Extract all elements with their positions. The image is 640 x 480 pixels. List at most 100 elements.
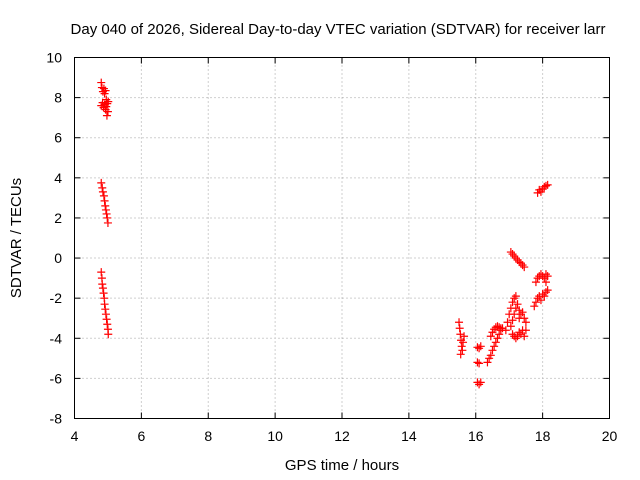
data-point-marker [515,328,524,337]
data-point-marker [541,181,550,190]
data-point-marker [543,286,552,295]
y-tick-label: -6 [50,370,63,386]
data-point-marker [533,294,542,303]
data-point-marker [506,322,515,331]
data-point-marker [97,178,106,187]
data-point-marker [97,268,106,277]
data-point-marker [521,318,530,327]
data-point-marker [543,272,552,281]
data-point-marker [515,306,524,315]
y-tick-labels: -8 -6 -4 -2 0 2 4 6 8 10 [46,50,62,427]
data-point-marker [486,332,495,341]
data-point-marker [508,316,517,325]
data-point-marker [102,315,111,324]
data-point-marker [101,201,110,210]
data-point-marker [99,191,108,200]
data-point-marker [536,296,545,305]
data-point-marker [103,99,112,108]
y-tick-label: -2 [50,290,63,306]
data-point-marker [511,304,520,313]
data-point-marker [516,259,525,268]
data-point-marker [520,332,529,341]
x-axis-label: GPS time / hours [285,457,399,474]
data-point-marker [475,380,484,389]
data-point-marker [103,107,112,116]
data-point-marker [455,318,464,327]
data-point-marker [100,196,109,205]
data-point-marker [501,326,510,335]
data-point-marker [520,314,529,323]
x-tick-label: 10 [267,428,283,444]
y-axis-label: SDTVAR / TECUs [8,178,25,298]
data-point-marker [508,298,517,307]
data-point-marker [97,78,106,87]
x-tick-label: 20 [602,428,618,444]
data-point-marker [457,342,466,351]
data-point-marker [491,338,500,347]
data-point-marker [511,254,520,263]
data-point-marker [473,358,482,367]
data-point-marker [101,205,110,214]
y-tick-label: -8 [50,411,63,427]
data-point-marker [531,298,540,307]
data-point-marker [518,261,527,270]
data-point-marker [541,270,550,279]
y-tick-label: -4 [50,330,63,346]
data-point-marker [510,310,519,319]
data-point-marker [510,294,519,303]
data-point-marker [486,351,495,360]
x-tick-label: 12 [334,428,350,444]
data-point-marker [540,274,549,283]
data-point-marker [103,218,112,227]
data-point-marker [101,305,110,314]
x-tick-label: 16 [468,428,484,444]
data-point-marker [516,310,525,319]
x-tick-label: 4 [71,428,79,444]
y-tick-label: 6 [54,130,62,146]
data-point-marker [456,330,465,339]
data-point-marker [473,343,482,352]
data-point-marker [456,350,465,359]
data-point-marker [475,359,484,368]
chart-title: Day 040 of 2026, Sidereal Day-to-day VTE… [71,21,606,38]
data-point-marker [98,183,107,192]
data-point-marker [541,278,550,287]
x-tick-label: 8 [204,428,212,444]
data-point-marker [98,284,107,293]
data-point-marker [543,180,552,189]
x-tick-label: 18 [535,428,551,444]
data-point-marker [541,288,550,297]
data-point-marker [101,86,110,95]
data-point-marker [476,378,485,387]
grid-lines [74,57,610,419]
data-point-marker [530,302,539,311]
data-points [97,78,552,389]
data-point-marker [488,346,497,355]
data-point-marker [521,326,530,335]
data-point-marker [513,300,522,309]
data-point-marker [98,98,107,107]
data-point-marker [455,324,464,333]
y-tick-label: 10 [46,50,62,66]
data-point-marker [483,358,492,367]
data-point-marker [533,274,542,283]
data-point-marker [495,323,504,332]
data-point-marker [458,346,467,355]
data-point-marker [540,292,549,301]
x-tick-labels: 4 6 8 10 12 14 16 18 20 [71,428,618,444]
data-point-marker [540,182,549,191]
data-point-marker [102,111,111,120]
data-point-marker [476,342,485,351]
data-point-marker [104,97,113,106]
x-tick-label: 14 [401,428,417,444]
data-point-marker [520,263,529,272]
data-point-marker [503,318,512,327]
y-tick-label: 8 [54,90,62,106]
data-point-marker [98,280,107,289]
data-point-marker [103,213,112,222]
data-point-marker [99,289,108,298]
data-point-marker [538,290,547,299]
x-tick-label: 6 [137,428,145,444]
data-point-marker [508,330,517,339]
